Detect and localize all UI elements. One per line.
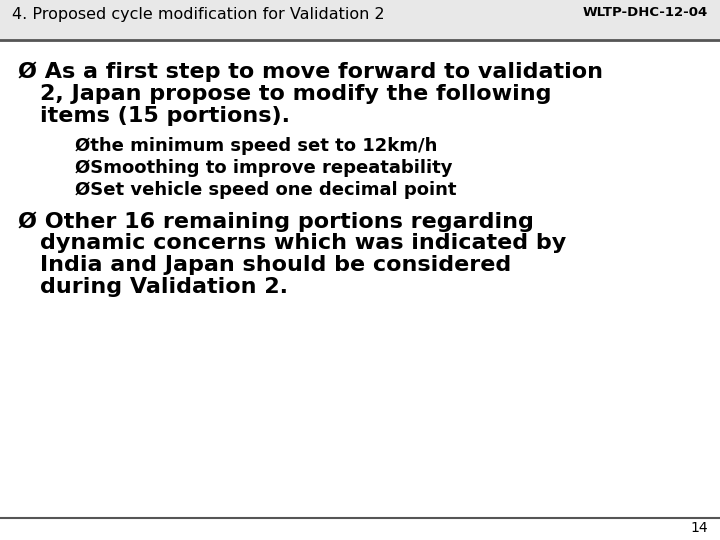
- Text: 2, Japan propose to modify the following: 2, Japan propose to modify the following: [40, 84, 552, 104]
- Text: Ø Other 16 remaining portions regarding: Ø Other 16 remaining portions regarding: [18, 211, 534, 232]
- Text: Ø As a first step to move forward to validation: Ø As a first step to move forward to val…: [18, 62, 603, 83]
- Text: during Validation 2.: during Validation 2.: [40, 277, 288, 297]
- Text: WLTP-DHC-12-04: WLTP-DHC-12-04: [582, 5, 708, 18]
- Text: 4. Proposed cycle modification for Validation 2: 4. Proposed cycle modification for Valid…: [12, 8, 384, 23]
- Bar: [0, 0, 720, 40]
- Text: ØSmoothing to improve repeatability: ØSmoothing to improve repeatability: [75, 159, 452, 177]
- Text: dynamic concerns which was indicated by: dynamic concerns which was indicated by: [40, 233, 566, 253]
- Text: ØSet vehicle speed one decimal point: ØSet vehicle speed one decimal point: [75, 181, 456, 199]
- Text: items (15 portions).: items (15 portions).: [40, 106, 290, 126]
- Text: Øthe minimum speed set to 12km/h: Øthe minimum speed set to 12km/h: [75, 137, 437, 155]
- Text: India and Japan should be considered: India and Japan should be considered: [40, 255, 511, 275]
- Text: 14: 14: [690, 521, 708, 535]
